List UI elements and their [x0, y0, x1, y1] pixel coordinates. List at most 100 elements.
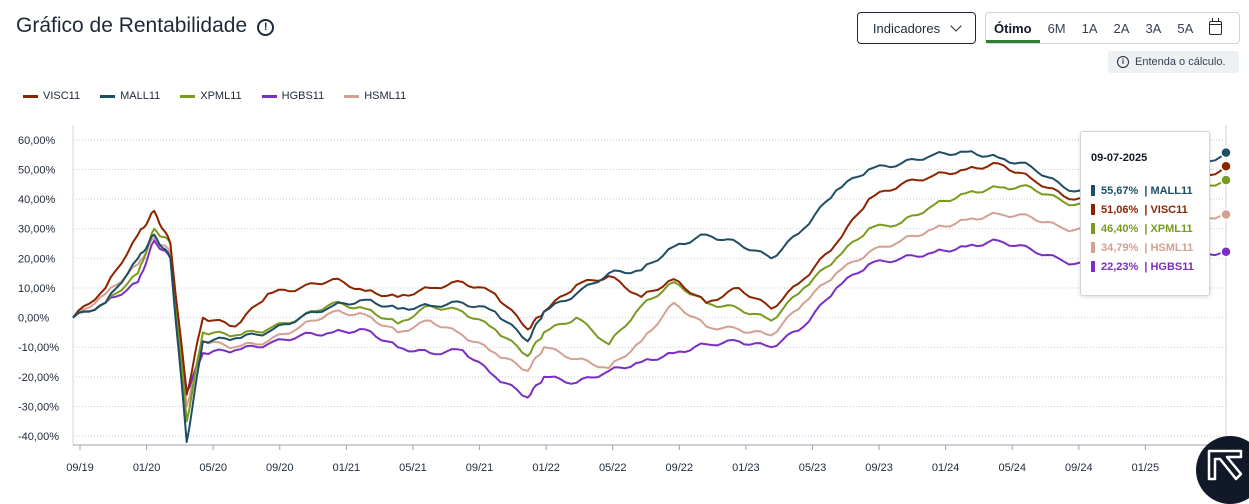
calendar-icon — [1209, 18, 1223, 35]
tooltip-series-name: | HSML11 — [1144, 241, 1194, 254]
series-end-markers — [1220, 146, 1232, 258]
tooltip-series-name: | XPML11 — [1144, 222, 1193, 235]
period-tab-5a[interactable]: 5A — [1177, 20, 1194, 36]
y-tick-label: -20,00% — [18, 372, 59, 384]
legend-swatch — [261, 94, 277, 98]
x-tick-label: 01/21 — [333, 462, 361, 474]
entenda-label: Entenda o cálculo. — [1135, 56, 1226, 68]
tooltip-color-marker — [1091, 242, 1095, 253]
tooltip-date: 09-07-2025 — [1091, 152, 1148, 164]
series-end-point-hsml11[interactable] — [1220, 208, 1232, 221]
y-tick-label: -10,00% — [18, 342, 59, 354]
tooltip-value: 51,06% — [1101, 203, 1139, 216]
x-tick-label: 01/24 — [932, 462, 960, 474]
y-tick-label: 30,00% — [18, 224, 56, 236]
legend-item-hgbs11[interactable]: HGBS11 — [261, 90, 325, 102]
series-end-point-xpml11[interactable] — [1220, 174, 1232, 186]
x-tick-label: 01/25 — [1132, 462, 1160, 474]
series-line-visc11[interactable] — [72, 162, 1227, 396]
period-tab-otimo[interactable]: Ótimo — [986, 13, 1040, 43]
y-tick-label: 0,00% — [18, 313, 49, 325]
logo-icon — [1207, 449, 1243, 481]
chart-legend: VISC11 MALL11 XPML11 HGBS11 HSML11 — [23, 90, 406, 102]
tooltip-series-name: | MALL11 — [1144, 184, 1193, 197]
series-line-hgbs11[interactable] — [72, 238, 1227, 399]
legend-label: HSML11 — [364, 90, 407, 102]
page-title: Gráfico de Rentabilidade ! — [16, 14, 275, 38]
tooltip-series-name: | HGBS11 — [1144, 260, 1194, 273]
legend-swatch — [344, 94, 360, 98]
x-tick-label: 09/20 — [266, 462, 294, 474]
x-tick-label: 09/24 — [1065, 462, 1093, 474]
period-selector: Ótimo 6M 1A 2A 3A 5A — [985, 12, 1240, 44]
series-lines — [72, 150, 1227, 443]
legend-item-visc11[interactable]: VISC11 — [23, 90, 80, 102]
indicadores-dropdown[interactable]: Indicadores — [857, 12, 976, 44]
period-tab-3a[interactable]: 3A — [1145, 20, 1162, 36]
y-tick-label: 10,00% — [18, 283, 56, 295]
x-tick-label: 05/20 — [199, 462, 227, 474]
x-tick-label: 05/21 — [399, 462, 427, 474]
y-tick-label: 60,00% — [18, 135, 56, 147]
series-end-point-hgbs11[interactable] — [1220, 245, 1232, 258]
series-line-hsml11[interactable] — [72, 211, 1227, 408]
y-axis-ticks: 60,00% 50,00% 40,00% 30,00% 20,00% 10,00% 0,00… — [18, 135, 59, 443]
tooltip-color-marker — [1091, 204, 1095, 215]
tooltip-color-marker — [1091, 223, 1095, 234]
legend-item-hsml11[interactable]: HSML11 — [344, 90, 406, 102]
x-tick-label: 05/23 — [799, 462, 827, 474]
tooltip-value: 22,23% — [1101, 260, 1139, 273]
page-title-text: Gráfico de Rentabilidade — [16, 14, 248, 37]
series-line-mall11[interactable] — [72, 150, 1227, 443]
calendar-button[interactable] — [1201, 13, 1230, 43]
tooltip-value: 55,67% — [1101, 184, 1139, 197]
x-tick-label: 01/22 — [532, 462, 560, 474]
legend-item-xpml11[interactable]: XPML11 — [180, 90, 242, 102]
legend-label: XPML11 — [200, 90, 242, 102]
tooltip-row: 22,23% | HGBS11 — [1091, 257, 1199, 276]
x-tick-label: 01/20 — [133, 462, 161, 474]
legend-swatch — [180, 94, 196, 98]
info-icon: i — [1117, 56, 1129, 68]
entenda-calculo-link[interactable]: i Entenda o cálculo. — [1108, 51, 1239, 73]
y-tick-label: -30,00% — [18, 401, 59, 413]
tooltip-row: 46,40% | XPML11 — [1091, 219, 1199, 238]
tooltip-color-marker — [1091, 185, 1095, 196]
y-tick-label: 50,00% — [18, 164, 56, 176]
x-tick-label: 09/19 — [66, 462, 94, 474]
tooltip-row: 55,67% | MALL11 — [1091, 181, 1199, 200]
legend-item-mall11[interactable]: MALL11 — [100, 90, 160, 102]
series-line-xpml11[interactable] — [72, 179, 1227, 423]
tooltip-value: 46,40% — [1101, 222, 1139, 235]
grid-lines — [72, 125, 1227, 446]
legend-label: HGBS11 — [281, 90, 325, 102]
period-tab-6m[interactable]: 6M — [1047, 20, 1066, 36]
x-tick-label: 05/22 — [599, 462, 627, 474]
x-tick-label: 09/23 — [865, 462, 893, 474]
x-tick-label: 01/23 — [732, 462, 760, 474]
x-tick-label: 09/22 — [666, 462, 694, 474]
tooltip-value: 34,79% — [1101, 241, 1139, 254]
y-tick-label: -40,00% — [18, 431, 59, 443]
legend-swatch — [23, 94, 38, 98]
x-tick-label: 05/24 — [998, 462, 1026, 474]
series-end-point-mall11[interactable] — [1220, 146, 1232, 159]
info-icon[interactable]: ! — [257, 18, 275, 36]
legend-label: VISC11 — [43, 90, 81, 102]
period-tab-2a[interactable]: 2A — [1113, 20, 1130, 36]
period-tab-1a[interactable]: 1A — [1081, 20, 1098, 36]
chart-tooltip: 09-07-2025 55,67% | MALL11 51,06% | VISC11 4… — [1080, 131, 1210, 296]
x-tick-label: 09/21 — [466, 462, 494, 474]
tooltip-series-name: | VISC11 — [1144, 203, 1188, 216]
tooltip-row: 51,06% | VISC11 — [1091, 200, 1199, 219]
y-tick-label: 40,00% — [18, 194, 56, 206]
y-tick-label: 20,00% — [18, 253, 56, 265]
tooltip-color-marker — [1091, 261, 1095, 272]
series-end-point-visc11[interactable] — [1220, 160, 1232, 173]
floating-logo-button[interactable] — [1196, 436, 1249, 504]
x-axis-ticks: 09/19 01/20 05/20 09/20 01/21 05/21 09/21 01/22… — [66, 445, 1226, 474]
line-chart[interactable]: 60,00% 50,00% 40,00% 30,00% 20,00% 10,00% 0,00… — [0, 0, 1249, 484]
legend-label: MALL11 — [120, 90, 161, 102]
tooltip-row: 34,79% | HSML11 — [1091, 238, 1199, 257]
indicadores-label: Indicadores — [872, 20, 941, 36]
